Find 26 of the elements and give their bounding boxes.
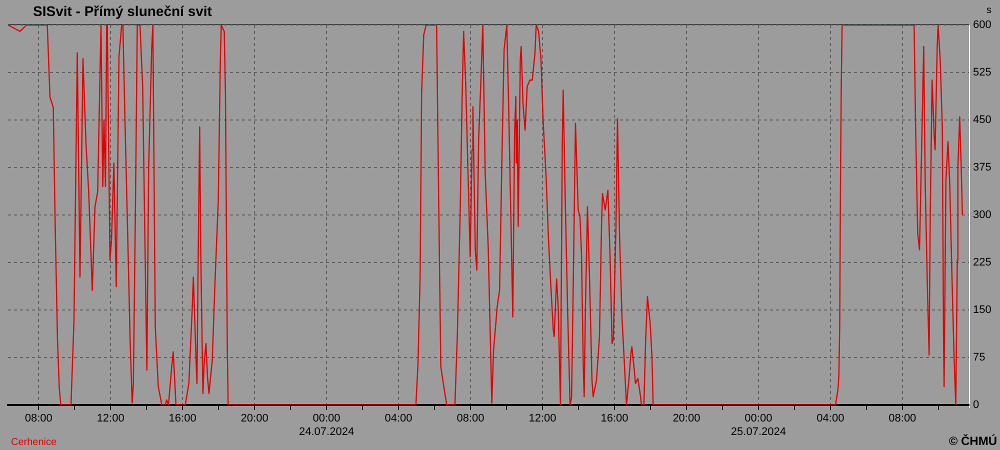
x-tick-label: 04:00: [816, 412, 844, 425]
y-tick-label: 450: [973, 114, 992, 126]
x-tick-label: 20:00: [240, 412, 268, 425]
x-tick-label: 12:00: [96, 412, 124, 425]
x-tick-label: 08:00: [456, 412, 484, 425]
y-tick-label: 0: [973, 399, 980, 412]
text: Cerhenice: [11, 437, 58, 448]
x-tick-label: 04:00: [384, 412, 412, 425]
x-tick-label: 00:00 25.07.2024: [730, 412, 786, 438]
y-tick-label: 150: [973, 304, 992, 316]
y-tick-label: 525: [973, 66, 992, 79]
chart-title: SISvit - Přímý sluneční svit: [33, 3, 212, 19]
y-tick-label: 600: [973, 19, 992, 32]
y-tick-label: 375: [973, 162, 992, 174]
y-axis-title: s: [986, 5, 992, 16]
x-tick-label: 16:00: [600, 412, 628, 425]
x-tick-label: 08:00: [888, 412, 916, 425]
text: © ČHMÚ: [948, 434, 997, 448]
x-tick-label: 12:00: [528, 412, 556, 425]
y-tick-label: 225: [973, 256, 992, 269]
y-tick-label: 300: [973, 209, 992, 222]
x-tick-label: 00:00 24.07.2024: [299, 412, 354, 438]
x-tick-label: 08:00: [24, 412, 52, 425]
y-tick-label: 75: [973, 352, 986, 364]
x-tick-label: 16:00: [168, 412, 196, 425]
x-tick-label: 20:00: [672, 412, 700, 425]
